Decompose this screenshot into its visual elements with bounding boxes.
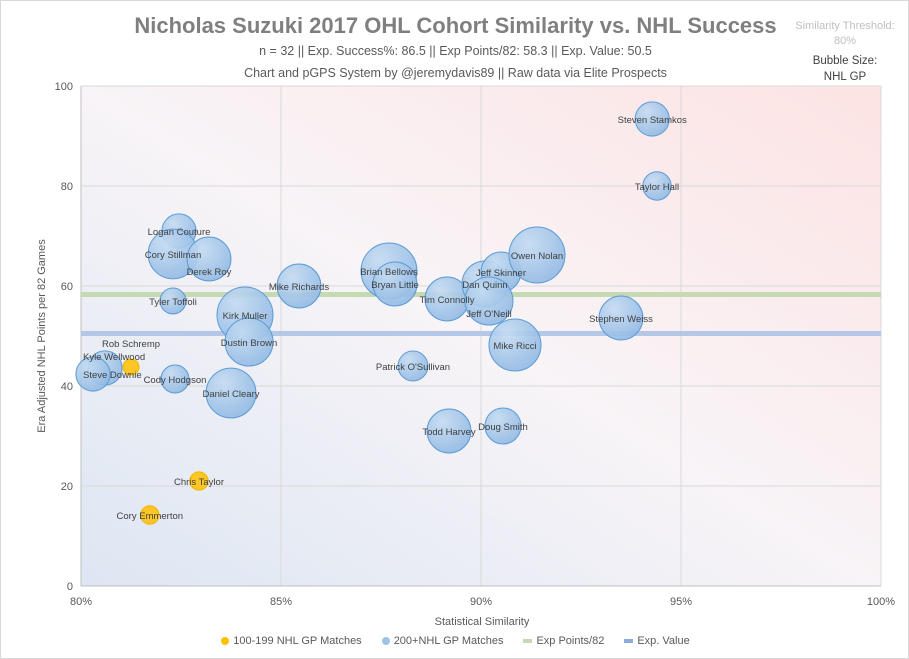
bubble-point bbox=[189, 471, 209, 491]
point-label: Kirk Muller bbox=[223, 311, 268, 322]
legend-item: Exp Points/82 bbox=[523, 635, 604, 647]
point-label: Cody Hodgson bbox=[144, 375, 207, 386]
bubble-point bbox=[642, 171, 672, 201]
point-label: Mike Ricci bbox=[493, 341, 536, 352]
x-tick-label: 80% bbox=[70, 596, 92, 608]
bubble-point bbox=[397, 350, 429, 382]
bubble-point bbox=[598, 295, 644, 341]
similarity-threshold-value: 80% bbox=[833, 35, 857, 47]
bubble-point bbox=[122, 358, 140, 376]
chart-subtitle-stats: n = 32 || Exp. Success%: 86.5 || Exp Poi… bbox=[259, 44, 652, 58]
bubble-point bbox=[464, 276, 514, 326]
bubble-size-value: NHL GP bbox=[823, 71, 867, 83]
point-label: Dustin Brown bbox=[221, 338, 278, 349]
point-label: Patrick O'Sullivan bbox=[376, 362, 450, 373]
y-tick-label: 0 bbox=[67, 581, 73, 593]
legend: 100-199 NHL GP Matches 200+NHL GP Matches… bbox=[1, 635, 908, 647]
x-tick-label: 90% bbox=[470, 596, 492, 608]
similarity-threshold-label: Similarity Threshold: bbox=[795, 20, 895, 32]
bubble-point bbox=[160, 364, 190, 394]
point-label: Derek Roy bbox=[187, 267, 232, 278]
legend-marker bbox=[381, 637, 390, 646]
x-tick-label: 100% bbox=[867, 596, 895, 608]
point-label: Brian Bellows bbox=[360, 267, 418, 278]
y-tick-label: 60 bbox=[61, 281, 73, 293]
bubble-point bbox=[508, 226, 566, 284]
point-label: Jeff Skinner bbox=[476, 268, 526, 279]
legend-marker bbox=[221, 637, 230, 646]
point-label: Owen Nolan bbox=[511, 251, 563, 262]
point-label: Todd Harvey bbox=[422, 427, 476, 438]
legend-label: Exp Points/82 bbox=[536, 635, 605, 647]
y-axis-label: Era Adjusted NHL Points per 82 Games bbox=[36, 239, 48, 433]
similarity-threshold: Similarity Threshold: 80% bbox=[785, 19, 905, 49]
point-label: Kyle Wellwood bbox=[83, 352, 145, 363]
legend-item: Exp. Value bbox=[624, 635, 690, 647]
point-label: Taylor Hall bbox=[635, 182, 679, 193]
x-tick-label: 85% bbox=[270, 596, 292, 608]
point-label: Stephen Weiss bbox=[589, 314, 653, 325]
bubble-size-note: Bubble Size: NHL GP bbox=[785, 53, 905, 85]
legend-item: 100-199 NHL GP Matches bbox=[221, 635, 362, 647]
bubble-point bbox=[276, 263, 322, 309]
point-label: Steve Downie bbox=[83, 370, 142, 381]
y-tick-label: 80 bbox=[61, 181, 73, 193]
legend-label: 200+NHL GP Matches bbox=[393, 635, 504, 647]
y-tick-label: 40 bbox=[61, 381, 73, 393]
bubble-point bbox=[634, 101, 670, 137]
legend-marker bbox=[523, 639, 533, 644]
point-label: Chris Taylor bbox=[174, 477, 224, 488]
bubble-point bbox=[372, 261, 418, 307]
legend-label: 100-199 NHL GP Matches bbox=[233, 635, 362, 647]
point-label: Mike Richards bbox=[269, 282, 329, 293]
point-label: Tim Connolly bbox=[419, 295, 474, 306]
bubble-point bbox=[205, 367, 257, 419]
x-tick-label: 95% bbox=[670, 596, 692, 608]
point-label: Dan Quinn bbox=[462, 280, 507, 291]
chart-title: Nicholas Suzuki 2017 OHL Cohort Similari… bbox=[134, 13, 777, 38]
point-label: Daniel Cleary bbox=[202, 389, 259, 400]
bubble-point bbox=[224, 317, 274, 367]
bubble-point bbox=[426, 408, 472, 454]
y-tick-label: 20 bbox=[61, 481, 73, 493]
point-label: Logan Couture bbox=[148, 227, 211, 238]
bubble-point bbox=[488, 318, 542, 372]
legend-label: Exp. Value bbox=[637, 635, 690, 647]
point-label: Cory Stillman bbox=[145, 250, 202, 261]
x-axis-label: Statistical Similarity bbox=[435, 616, 530, 628]
legend-marker bbox=[624, 639, 634, 644]
bubble-point bbox=[159, 287, 187, 315]
bubble-point bbox=[484, 407, 522, 445]
y-tick-label: 100 bbox=[55, 81, 73, 93]
legend-item: 200+NHL GP Matches bbox=[381, 635, 504, 647]
point-label: Steven Stamkos bbox=[618, 115, 687, 126]
bubble-size-label: Bubble Size: bbox=[812, 55, 878, 67]
point-label: Bryan Little bbox=[371, 280, 419, 291]
point-label: Cory Emmerton bbox=[117, 511, 184, 522]
point-label: Doug Smith bbox=[478, 422, 528, 433]
point-label: Tyler Toffoli bbox=[149, 297, 197, 308]
point-label: Jeff O'Neill bbox=[466, 309, 511, 320]
bubble-point bbox=[75, 356, 111, 392]
bubble-point bbox=[186, 236, 232, 282]
bubble-point bbox=[140, 505, 160, 525]
chart-subtitle-credits: Chart and pGPS System by @jeremydavis89 … bbox=[244, 66, 667, 80]
point-label: Rob Schremp bbox=[102, 339, 160, 350]
